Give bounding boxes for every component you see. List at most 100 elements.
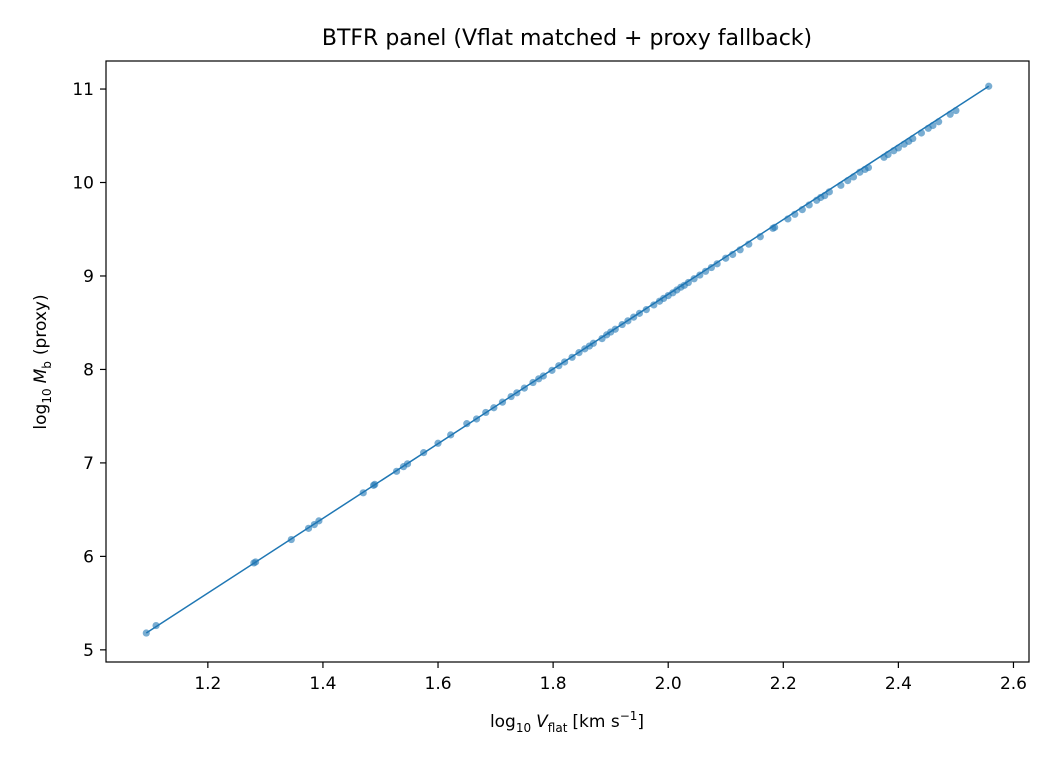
data-point — [359, 489, 367, 497]
data-point — [315, 517, 323, 525]
y-tick-label: 5 — [83, 641, 94, 661]
data-point — [575, 349, 583, 357]
y-tick-label: 6 — [83, 547, 94, 567]
y-label-suffix: (proxy) — [31, 294, 51, 355]
data-point — [463, 420, 471, 428]
x-label-unit-open: [km s — [572, 712, 619, 732]
data-point — [690, 275, 698, 283]
data-point — [837, 181, 845, 189]
data-point — [498, 398, 507, 406]
data-point — [635, 309, 644, 317]
data-point — [611, 325, 619, 333]
y-tick-label: 7 — [83, 454, 94, 474]
data-point — [729, 250, 737, 259]
y-axis-label: log10 Mb (proxy) — [31, 294, 54, 429]
chart-title: BTFR panel (Vflat matched + proxy fallba… — [322, 26, 812, 51]
x-tick-label: 2.4 — [885, 674, 912, 694]
data-point — [929, 121, 937, 130]
data-point — [745, 240, 753, 248]
data-point — [252, 558, 260, 566]
data-point — [650, 301, 658, 309]
x-axis: 1.2 1.4 1.6 1.8 2.0 2.2 2.4 2.6 — [194, 662, 1027, 694]
x-axis-label: log10 Vflat [km s−1] — [490, 709, 644, 735]
data-point — [507, 392, 515, 401]
x-label-prefix-sub: 10 — [516, 721, 531, 735]
data-point — [392, 467, 401, 475]
data-point — [825, 188, 833, 196]
data-point — [722, 254, 730, 262]
data-point — [539, 372, 547, 380]
x-tick-label: 1.8 — [540, 674, 567, 694]
x-label-unit-sup: −1 — [620, 709, 638, 723]
data-point — [952, 106, 960, 115]
data-point — [513, 389, 521, 397]
y-label-prefix-sub: 10 — [40, 388, 54, 403]
y-label-prefix: log — [31, 404, 51, 430]
data-point — [287, 535, 295, 544]
data-point — [561, 358, 569, 366]
data-point — [805, 201, 813, 209]
data-point — [642, 306, 650, 314]
data-point — [403, 460, 412, 468]
y-axis: 5 6 7 8 9 10 11 — [72, 80, 106, 661]
data-point — [909, 134, 917, 143]
data-point — [304, 524, 313, 532]
y-tick-label: 8 — [83, 360, 94, 380]
data-point — [684, 278, 692, 287]
data-point — [736, 246, 744, 254]
data-point — [791, 210, 799, 218]
data-point — [152, 621, 160, 630]
data-point — [844, 177, 852, 185]
data-point — [985, 82, 993, 90]
data-point — [555, 362, 563, 370]
data-point — [568, 353, 576, 361]
x-tick-label: 1.4 — [309, 674, 336, 694]
data-point — [618, 320, 626, 329]
y-label-var-sub: b — [40, 361, 54, 369]
data-point — [696, 271, 704, 279]
x-label-var-sub: flat — [548, 721, 568, 735]
x-tick-label: 2.0 — [655, 674, 682, 694]
x-tick-label: 2.2 — [770, 674, 797, 694]
data-point — [482, 408, 490, 417]
data-point — [702, 267, 710, 275]
data-point — [447, 431, 455, 439]
y-tick-label: 9 — [83, 267, 94, 287]
data-point — [434, 439, 442, 447]
data-point — [529, 378, 537, 387]
data-point — [589, 339, 597, 347]
plot-area — [105, 60, 1030, 663]
data-point — [142, 629, 150, 637]
x-label-var: V — [536, 712, 549, 732]
y-label-var: M — [31, 368, 51, 383]
data-layer — [142, 82, 993, 637]
data-point — [713, 260, 721, 268]
data-point — [917, 129, 925, 137]
data-point — [849, 173, 858, 181]
data-point — [371, 480, 379, 489]
data-point — [548, 366, 556, 374]
data-point — [420, 449, 428, 457]
data-point — [894, 144, 902, 152]
data-point — [771, 223, 779, 231]
data-point — [798, 206, 806, 214]
data-point — [707, 263, 715, 272]
y-tick-label: 11 — [72, 80, 94, 100]
data-point — [472, 415, 481, 423]
x-label-unit-close: ] — [637, 712, 644, 732]
y-tick-label: 10 — [72, 174, 94, 194]
data-point — [884, 150, 892, 159]
data-point — [630, 313, 638, 321]
data-point — [756, 233, 764, 241]
x-tick-label: 1.2 — [194, 674, 221, 694]
data-point — [624, 317, 632, 325]
x-tick-label: 1.6 — [425, 674, 452, 694]
data-point — [935, 118, 943, 126]
data-point — [490, 404, 498, 412]
data-point — [520, 384, 528, 392]
data-point — [864, 163, 873, 172]
data-point — [946, 110, 954, 118]
data-point — [784, 215, 792, 223]
